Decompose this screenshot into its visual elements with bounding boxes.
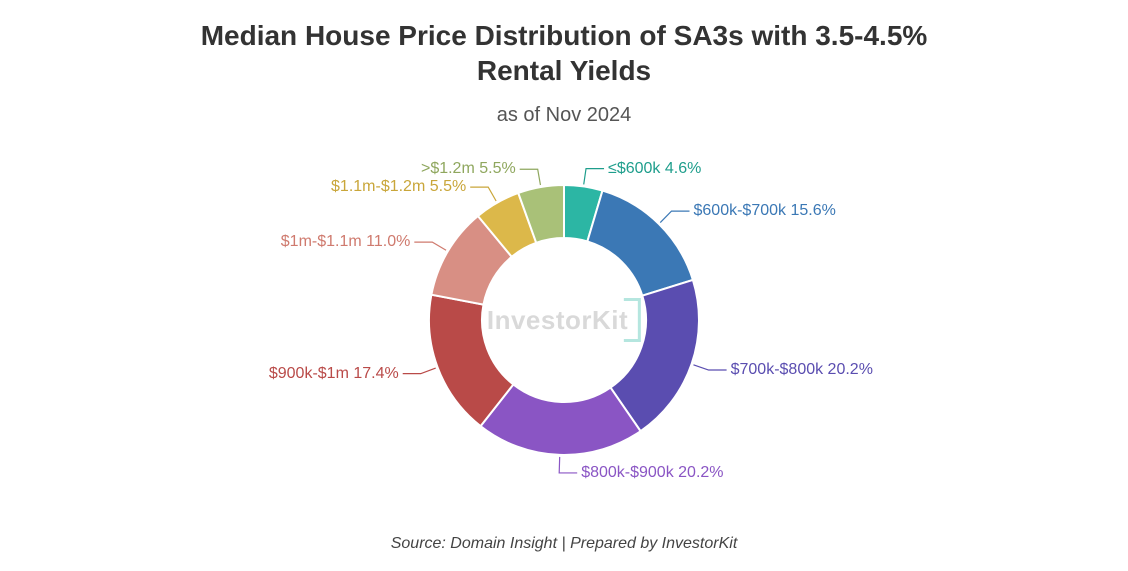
leader-line xyxy=(403,368,436,374)
leader-line xyxy=(470,187,496,201)
leader-line xyxy=(559,457,577,473)
leader-line xyxy=(520,169,541,185)
slice-label: $900k-$1m 17.4% xyxy=(269,365,399,383)
slice-label: ≤$600k 4.6% xyxy=(608,160,701,178)
chart-title: Median House Price Distribution of SA3s … xyxy=(0,18,1128,88)
leader-line xyxy=(660,211,689,222)
leader-line xyxy=(584,169,604,185)
donut-slice xyxy=(587,191,693,296)
donut-chart: ≤$600k 4.6% $600k-$700k 15.6% $700k-$800k … xyxy=(0,120,1128,520)
watermark: InvestorKit xyxy=(487,298,641,342)
page: Median House Price Distribution of SA3s … xyxy=(0,0,1128,571)
slice-label: $1.1m-$1.2m 5.5% xyxy=(331,178,466,196)
leader-line xyxy=(414,242,446,250)
leader-line xyxy=(693,365,726,370)
slice-label: $700k-$800k 20.2% xyxy=(731,361,873,379)
watermark-bracket-icon xyxy=(624,298,641,342)
slice-label: $1m-$1.1m 11.0% xyxy=(281,233,411,251)
slice-label: >$1.2m 5.5% xyxy=(421,160,516,178)
slice-label: $800k-$900k 20.2% xyxy=(581,464,723,482)
watermark-text: InvestorKit xyxy=(487,305,628,336)
slice-label: $600k-$700k 15.6% xyxy=(694,202,836,220)
source-line: Source: Domain Insight | Prepared by Inv… xyxy=(0,535,1128,553)
